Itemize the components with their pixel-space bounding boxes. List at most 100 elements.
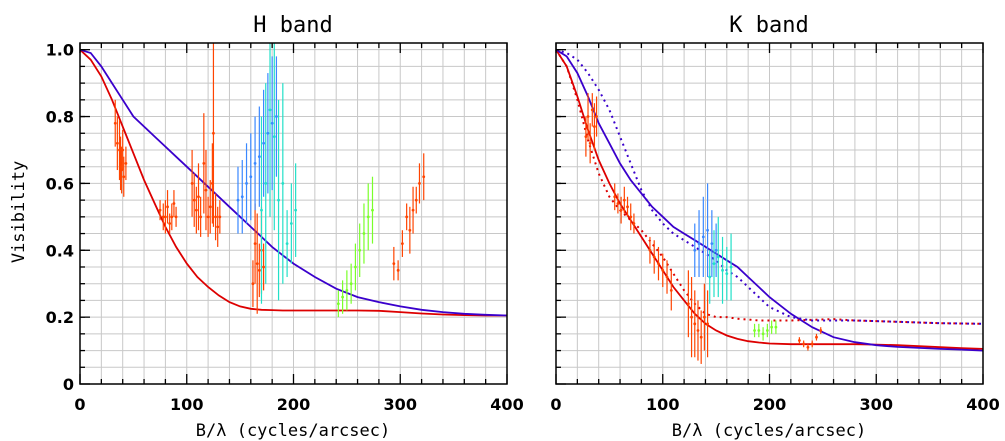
data-point: [414, 198, 418, 202]
data-point: [172, 202, 176, 205]
data-point: [206, 215, 210, 219]
data-point: [665, 275, 669, 279]
data-point: [341, 295, 345, 299]
data-point: [613, 195, 617, 199]
data-point: [714, 248, 718, 252]
data-point: [716, 255, 720, 259]
data-point: [699, 335, 703, 339]
data-point: [349, 282, 353, 286]
data-point: [214, 215, 217, 219]
model-curve: [555, 49, 984, 325]
data-point: [706, 228, 709, 232]
x-tick-label: 0: [550, 395, 561, 414]
data-point: [257, 268, 261, 272]
data-point: [202, 161, 206, 165]
y-tick-label: 0.4: [46, 241, 74, 260]
data-point: [336, 302, 340, 306]
data-point: [622, 198, 626, 202]
data-point: [253, 161, 257, 165]
data-point: [255, 262, 259, 266]
data-point: [761, 332, 765, 336]
data-point: [710, 242, 714, 245]
data-point: [121, 148, 125, 152]
x-tick-label: 200: [277, 395, 310, 414]
data-point: [729, 265, 733, 269]
k-band-ticks: 0 100 200 300 400: [550, 43, 1000, 414]
h-band-ticks: 0 100 200 300 400 0 0.2 0.4 0.6 0.8 1.0: [46, 41, 524, 414]
data-point: [164, 215, 167, 219]
data-point: [765, 329, 769, 332]
data-point: [174, 215, 178, 219]
data-point: [721, 268, 724, 272]
data-point: [266, 131, 270, 135]
data-point: [810, 342, 814, 346]
data-point: [418, 182, 421, 185]
data-point: [236, 198, 240, 202]
data-point: [204, 188, 208, 192]
data-point: [405, 215, 409, 219]
k-band-panel: K band B/λ (cycles/arcsec) 0 100 200 300 400: [550, 13, 999, 441]
data-point: [268, 108, 272, 112]
data-point: [701, 235, 705, 239]
data-point: [158, 208, 162, 212]
data-point: [170, 215, 174, 219]
data-point: [770, 325, 774, 329]
data-point: [797, 339, 801, 342]
data-point: [593, 125, 596, 128]
data-point: [362, 232, 366, 235]
data-point: [648, 248, 652, 252]
data-point: [657, 262, 660, 266]
data-point: [422, 175, 426, 179]
data-point: [392, 262, 396, 266]
data-point: [212, 131, 215, 135]
data-point: [208, 205, 212, 209]
data-point: [253, 242, 257, 245]
data-point: [166, 205, 169, 209]
h-band-title: H band: [253, 13, 332, 38]
k-band-grid: [556, 43, 983, 384]
data-point: [257, 155, 261, 159]
data-point: [354, 265, 357, 269]
data-point: [693, 322, 697, 326]
y-tick-label: 0.8: [46, 108, 74, 127]
data-point: [277, 198, 280, 202]
data-point: [345, 288, 349, 292]
data-point: [262, 141, 266, 145]
data-point: [652, 255, 656, 259]
data-point: [706, 322, 709, 326]
data-point: [584, 135, 588, 139]
data-point: [629, 215, 633, 219]
k-band-xlabel: B/λ (cycles/arcsec): [672, 421, 866, 441]
y-tick-label: 0: [63, 375, 74, 394]
data-point: [802, 342, 806, 346]
data-point: [190, 182, 194, 185]
data-point: [702, 315, 706, 319]
x-tick-label: 200: [753, 395, 786, 414]
y-tick-label: 0.2: [46, 308, 74, 327]
data-point: [686, 302, 690, 306]
data-point: [122, 175, 126, 179]
data-point: [696, 329, 700, 332]
data-point: [194, 208, 198, 212]
data-point: [124, 161, 128, 165]
data-point: [161, 215, 165, 219]
h-band-panel: H band B/λ (cycles/arcsec) Visibility 0 1…: [9, 13, 524, 441]
h-band-grid: [80, 43, 507, 384]
data-point: [400, 242, 404, 245]
data-point: [199, 215, 203, 219]
data-point: [819, 329, 823, 332]
data-point: [245, 182, 248, 185]
data-point: [113, 121, 117, 125]
data-point: [366, 215, 370, 219]
data-point: [260, 208, 263, 212]
data-point: [411, 208, 415, 212]
data-point: [669, 288, 673, 292]
data-point: [806, 345, 810, 349]
data-point: [712, 262, 716, 266]
data-point: [251, 282, 255, 286]
data-point: [240, 195, 244, 199]
model-curve: [79, 49, 507, 317]
x-tick-label: 400: [490, 395, 523, 414]
x-tick-label: 300: [384, 395, 417, 414]
